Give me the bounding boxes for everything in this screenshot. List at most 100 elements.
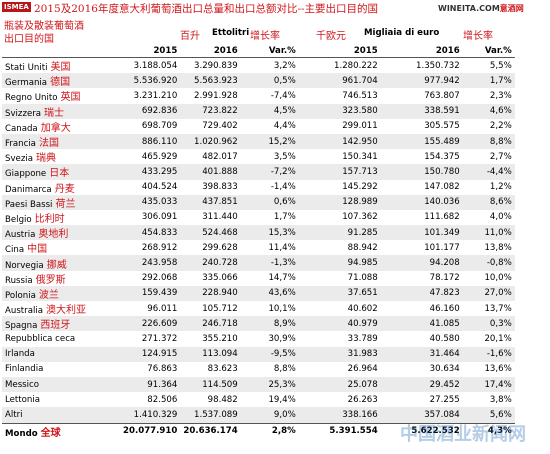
data-row: Mondo 全球 20.077.910 20.636.174 2,8% 5.391.554… bbox=[2, 422, 515, 439]
value-cell: 150.780 bbox=[380, 164, 463, 180]
value-cell: 78.172 bbox=[429, 273, 460, 284]
country-cell: Regno Unito 英国 bbox=[2, 88, 120, 103]
data-row: Spagna 西班牙 226.609 246.718 8,9% 40.979 41.085 0… bbox=[2, 316, 515, 332]
country-cell: Stati Uniti 美国 bbox=[2, 58, 120, 74]
country: Altri bbox=[5, 409, 23, 420]
data-row: Francia 法国 886.110 1.020.962 15,2% 142.950 155… bbox=[2, 133, 515, 150]
data-row: Svizzera 瑞士 692.836 723.822 4,5% 323.580 338.5… bbox=[2, 103, 515, 119]
value-cell: 323.580 bbox=[298, 103, 381, 119]
value-cell: 91.285 bbox=[298, 225, 381, 241]
value-cell: 140.036 bbox=[380, 194, 463, 210]
value-cell: 26.964 bbox=[347, 364, 378, 375]
value-cell: 76.863 bbox=[147, 364, 178, 375]
value-cell: 4,6% bbox=[462, 103, 515, 119]
country: Regno Unito bbox=[5, 93, 58, 104]
value-cell: 299.011 bbox=[342, 121, 378, 132]
country-cn: 瑞典 bbox=[36, 153, 56, 165]
value-cell: 13,7% bbox=[484, 303, 512, 314]
country-cn: 德国 bbox=[50, 77, 71, 89]
value-cell: 8,9% bbox=[240, 316, 299, 332]
value-cell: 8,8% bbox=[273, 364, 296, 375]
country-cell: Irlanda bbox=[2, 346, 120, 362]
country-cell: Lettonia bbox=[2, 392, 120, 407]
country-cell: Giappone 日本 bbox=[2, 164, 120, 180]
country: Belgio bbox=[5, 214, 32, 225]
value-cell: 292.068 bbox=[141, 273, 178, 284]
logo: ISMEA bbox=[2, 2, 31, 12]
value-cell: 2,8% bbox=[240, 422, 299, 439]
value-cell: 101.349 bbox=[380, 225, 463, 241]
year-header: 2016 bbox=[180, 44, 241, 58]
value-cell: 5.536.920 bbox=[120, 73, 181, 89]
value-cell: 465.929 bbox=[141, 151, 178, 162]
value-cell: 40.602 bbox=[347, 303, 378, 314]
value-cell: 5.622.532 bbox=[380, 422, 463, 439]
value-cell: 0,3% bbox=[462, 316, 515, 332]
value-cell: 13,8% bbox=[484, 242, 512, 253]
value-cell: 20,1% bbox=[484, 333, 512, 344]
value-cell: 9,0% bbox=[240, 407, 299, 423]
value-cell: 268.912 bbox=[141, 242, 178, 253]
value-cell: 2,7% bbox=[489, 151, 512, 162]
value-cell: 101.177 bbox=[424, 242, 460, 253]
header-cn: 增长率 bbox=[463, 31, 493, 42]
value-cell: 8,6% bbox=[462, 194, 515, 210]
country-cell: Cina 中国 bbox=[2, 240, 120, 255]
subtitle: 出口目的国 bbox=[4, 34, 54, 45]
country-cn: 全球 bbox=[40, 427, 61, 439]
value-cell: 226.609 bbox=[120, 316, 181, 332]
header-cell bbox=[2, 44, 120, 58]
country-cell: Russia 俄罗斯 bbox=[2, 271, 120, 286]
value-cell: 357.084 bbox=[380, 407, 463, 423]
data-row: Paesi Bassi 荷兰 435.033 437.851 0,6% 128.989 14… bbox=[2, 194, 515, 210]
value-cell: 4,0% bbox=[489, 212, 512, 223]
value-cell: 27,0% bbox=[462, 285, 515, 301]
value-cell: 1,2% bbox=[489, 182, 512, 193]
country-cell: Austria 奥地利 bbox=[2, 225, 120, 241]
value-cell: 13,6% bbox=[484, 364, 512, 375]
value-cell: 98.482 bbox=[207, 394, 238, 405]
value-cell: 698.709 bbox=[141, 121, 178, 132]
value-cell: 26.263 bbox=[347, 394, 378, 405]
value-cell: 33.789 bbox=[347, 333, 378, 344]
country: Francia bbox=[5, 139, 36, 150]
country: Spagna bbox=[5, 321, 38, 332]
data-row: Danimarca 丹麦 404.524 398.833 -1,4% 145.292 147… bbox=[2, 180, 515, 195]
data-row: Finlandia 76.863 83.623 8,8% 26.964 30.634 13,… bbox=[2, 362, 515, 377]
country-cell: Spagna 西班牙 bbox=[2, 316, 120, 332]
value-cell: -7,2% bbox=[240, 164, 299, 180]
value-cell: 25.078 bbox=[298, 376, 381, 393]
country-cell: Svizzera 瑞士 bbox=[2, 103, 120, 119]
country-cn: 比利时 bbox=[34, 213, 65, 225]
country-cell: Australia 澳大利亚 bbox=[2, 301, 120, 316]
value-cell: 91.364 bbox=[120, 376, 181, 393]
value-cell: 25,3% bbox=[240, 376, 299, 393]
country: Giappone bbox=[5, 169, 47, 180]
value-cell: 1.350.732 bbox=[416, 60, 460, 71]
year-header: 2016 bbox=[380, 44, 463, 58]
country-cn: 中国 bbox=[27, 244, 48, 256]
country: Svizzera bbox=[5, 108, 42, 119]
data-row: Cina 中国 268.912 299.628 11,4% 88.942 101.177 13… bbox=[2, 240, 515, 256]
data-row: Lettonia 82.506 98.482 19,4% 26.263 27.255 3,8… bbox=[2, 392, 515, 407]
country: Norvegia bbox=[5, 260, 44, 271]
value-cell: 124.915 bbox=[120, 346, 181, 362]
value-cell: 150.341 bbox=[342, 151, 378, 162]
value-cell: 94.985 bbox=[298, 255, 381, 271]
value-cell: 5.391.554 bbox=[298, 422, 381, 439]
value-cell: 20.636.174 bbox=[180, 422, 241, 439]
value-cell: -7,4% bbox=[270, 90, 296, 101]
country-cell: Paesi Bassi 荷兰 bbox=[2, 194, 120, 210]
value-cell: 0,6% bbox=[240, 194, 299, 210]
value-cell: 20.077.910 bbox=[120, 422, 181, 439]
country-cn: 西班牙 bbox=[40, 320, 71, 332]
header-cn: 增长率 bbox=[250, 31, 280, 42]
value-cell: 305.575 bbox=[424, 121, 460, 132]
value-cell: 5,6% bbox=[462, 407, 515, 423]
value-cell: 355.210 bbox=[202, 333, 238, 344]
country: Cina bbox=[5, 245, 25, 256]
value-cell: 0,5% bbox=[240, 73, 299, 89]
country: Stati Uniti bbox=[5, 63, 48, 74]
value-cell: 3,8% bbox=[489, 394, 512, 405]
country-cn: 日本 bbox=[49, 168, 70, 180]
